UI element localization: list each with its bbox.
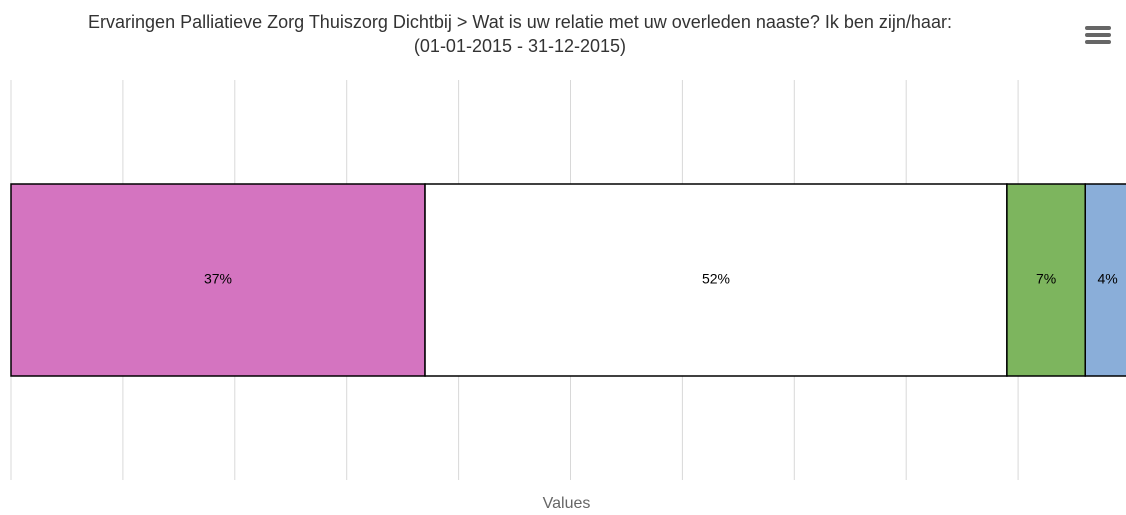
data-label: 4% (1098, 271, 1118, 287)
data-label: 52% (702, 271, 730, 287)
bar-segment (424, 183, 1008, 377)
menu-icon[interactable] (1085, 26, 1111, 44)
bar-segment (10, 183, 426, 377)
data-label: 7% (1036, 271, 1056, 287)
chart-subtitle: (01-01-2015 - 31-12-2015) (413, 36, 627, 56)
value-axis-title: Values (543, 495, 591, 512)
chart-title: Ervaringen Palliatieve Zorg Thuiszorg Di… (88, 12, 952, 32)
title-block: Ervaringen Palliatieve Zorg Thuiszorg Di… (60, 10, 980, 58)
bar-segment (1006, 183, 1086, 377)
bar-segment (1084, 183, 1126, 377)
data-label: 37% (204, 271, 232, 287)
